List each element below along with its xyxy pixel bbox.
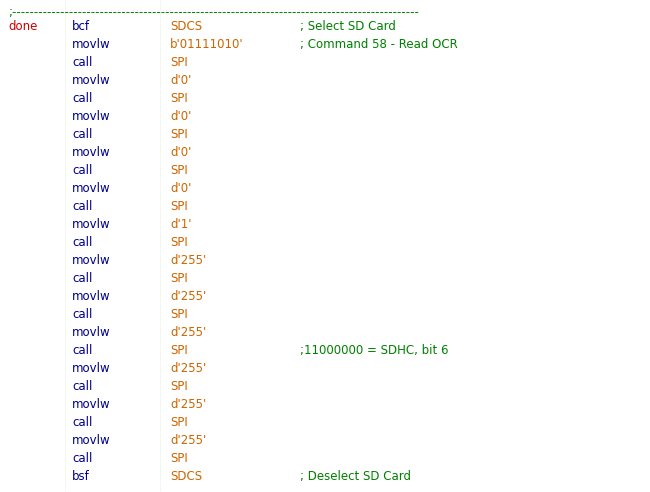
Text: SPI: SPI: [170, 452, 188, 465]
Text: call: call: [72, 200, 92, 213]
Text: d'255': d'255': [170, 434, 206, 447]
Text: SPI: SPI: [170, 272, 188, 285]
Text: d'1': d'1': [170, 218, 192, 231]
Text: call: call: [72, 380, 92, 393]
Text: call: call: [72, 308, 92, 321]
Text: SDCS: SDCS: [170, 470, 202, 483]
Text: ; Command 58 - Read OCR: ; Command 58 - Read OCR: [300, 38, 458, 51]
Text: call: call: [72, 128, 92, 141]
Text: call: call: [72, 416, 92, 429]
Text: d'0': d'0': [170, 146, 191, 159]
Text: d'255': d'255': [170, 254, 206, 267]
Text: d'0': d'0': [170, 74, 191, 87]
Text: movlw: movlw: [72, 146, 111, 159]
Text: SPI: SPI: [170, 92, 188, 105]
Text: d'255': d'255': [170, 362, 206, 375]
Text: SPI: SPI: [170, 308, 188, 321]
Text: movlw: movlw: [72, 398, 111, 411]
Text: movlw: movlw: [72, 290, 111, 303]
Text: ; Deselect SD Card: ; Deselect SD Card: [300, 470, 411, 483]
Text: SPI: SPI: [170, 56, 188, 69]
Text: movlw: movlw: [72, 254, 111, 267]
Text: movlw: movlw: [72, 182, 111, 195]
Text: ;11000000 = SDHC, bit 6: ;11000000 = SDHC, bit 6: [300, 344, 448, 357]
Text: ; Select SD Card: ; Select SD Card: [300, 20, 396, 33]
Text: SPI: SPI: [170, 416, 188, 429]
Text: d'255': d'255': [170, 326, 206, 339]
Text: call: call: [72, 92, 92, 105]
Text: bsf: bsf: [72, 470, 90, 483]
Text: done: done: [8, 20, 38, 33]
Text: movlw: movlw: [72, 434, 111, 447]
Text: movlw: movlw: [72, 326, 111, 339]
Text: bcf: bcf: [72, 20, 90, 33]
Text: movlw: movlw: [72, 38, 111, 51]
Text: movlw: movlw: [72, 110, 111, 123]
Text: SPI: SPI: [170, 128, 188, 141]
Text: movlw: movlw: [72, 74, 111, 87]
Text: ;-------------------------------------------------------------------------------: ;---------------------------------------…: [8, 6, 419, 19]
Text: d'255': d'255': [170, 398, 206, 411]
Text: SPI: SPI: [170, 380, 188, 393]
Text: SPI: SPI: [170, 200, 188, 213]
Text: call: call: [72, 236, 92, 249]
Text: call: call: [72, 56, 92, 69]
Text: d'0': d'0': [170, 110, 191, 123]
Text: SPI: SPI: [170, 236, 188, 249]
Text: call: call: [72, 344, 92, 357]
Text: call: call: [72, 164, 92, 177]
Text: SPI: SPI: [170, 344, 188, 357]
Text: call: call: [72, 452, 92, 465]
Text: call: call: [72, 272, 92, 285]
Text: d'255': d'255': [170, 290, 206, 303]
Text: movlw: movlw: [72, 218, 111, 231]
Text: b'01111010': b'01111010': [170, 38, 244, 51]
Text: d'0': d'0': [170, 182, 191, 195]
Text: SPI: SPI: [170, 164, 188, 177]
Text: movlw: movlw: [72, 362, 111, 375]
Text: SDCS: SDCS: [170, 20, 202, 33]
